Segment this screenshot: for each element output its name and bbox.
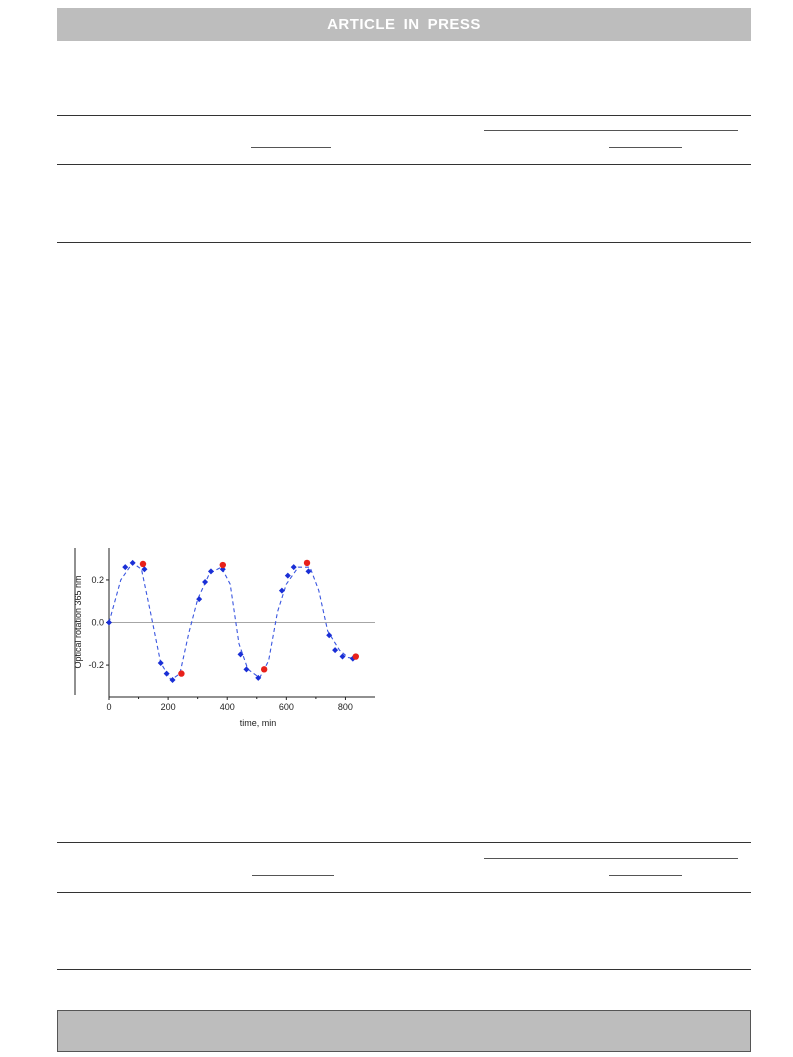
- table-group-rule: [484, 858, 738, 859]
- data-point-diamond: [169, 676, 176, 683]
- table-top-rule: [57, 842, 751, 843]
- data-point-circle: [303, 559, 311, 567]
- data-point-diamond: [290, 564, 297, 571]
- data-point-diamond: [196, 596, 203, 603]
- footer-citation-box: [57, 1010, 751, 1052]
- data-point-circle: [219, 561, 226, 569]
- table-subgroup-rule: [609, 875, 682, 876]
- article-in-press-banner: ARTICLE IN PRESS: [57, 8, 751, 41]
- data-point-diamond: [305, 568, 312, 575]
- data-point-diamond: [332, 647, 339, 654]
- table-header-rule: [57, 164, 751, 165]
- table-group-rule: [484, 130, 738, 131]
- data-point-diamond: [202, 579, 209, 586]
- y-tick-label: 0.0: [91, 618, 104, 628]
- table-subgroup-rule: [251, 147, 331, 148]
- table-top-rule: [57, 115, 751, 116]
- data-point-circle: [178, 670, 185, 677]
- banner-word: PRESS: [427, 16, 481, 33]
- x-tick-label: 0: [106, 702, 111, 712]
- data-point-circle: [352, 653, 359, 660]
- x-tick-label: 600: [279, 702, 294, 712]
- data-point-diamond: [243, 666, 250, 673]
- x-tick-label: 400: [220, 702, 235, 712]
- data-point-diamond: [122, 564, 129, 571]
- data-point-diamond: [157, 659, 164, 666]
- x-tick-label: 800: [338, 702, 353, 712]
- x-tick-label: 200: [161, 702, 176, 712]
- y-tick-label: 0.2: [91, 575, 104, 585]
- data-point-diamond: [237, 651, 244, 658]
- data-point-diamond: [278, 587, 285, 594]
- data-point-diamond: [326, 632, 333, 639]
- optical-rotation-chart: Optical rotation 365 nm 0 200 400 600 800 -0.…: [73, 548, 375, 728]
- table-bottom-rule: [57, 969, 751, 970]
- data-point-diamond: [129, 559, 136, 566]
- banner-word: ARTICLE: [327, 16, 396, 33]
- table-header-rule: [57, 892, 751, 893]
- data-point-circle: [260, 666, 268, 673]
- data-point-diamond: [255, 674, 262, 681]
- table-bottom-rule: [57, 242, 751, 243]
- data-point-diamond: [284, 572, 291, 579]
- data-point-diamond: [339, 653, 346, 660]
- table-subgroup-rule: [252, 875, 334, 876]
- plot-area: 0 200 400 600 800 -0.2 0.0 0.2: [88, 548, 375, 712]
- y-axis-label: Optical rotation 365 nm: [73, 575, 83, 668]
- data-point-diamond: [219, 566, 226, 573]
- data-point-circle: [139, 560, 147, 568]
- data-point-diamond: [106, 619, 112, 626]
- x-axis-label: time, min: [240, 718, 277, 728]
- data-point-diamond: [141, 566, 148, 573]
- data-point-diamond: [207, 568, 214, 575]
- table-subgroup-rule: [609, 147, 682, 148]
- y-tick-label: -0.2: [88, 660, 104, 670]
- banner-word: IN: [403, 16, 420, 33]
- fit-curve: [108, 562, 356, 681]
- data-point-diamond: [163, 670, 170, 677]
